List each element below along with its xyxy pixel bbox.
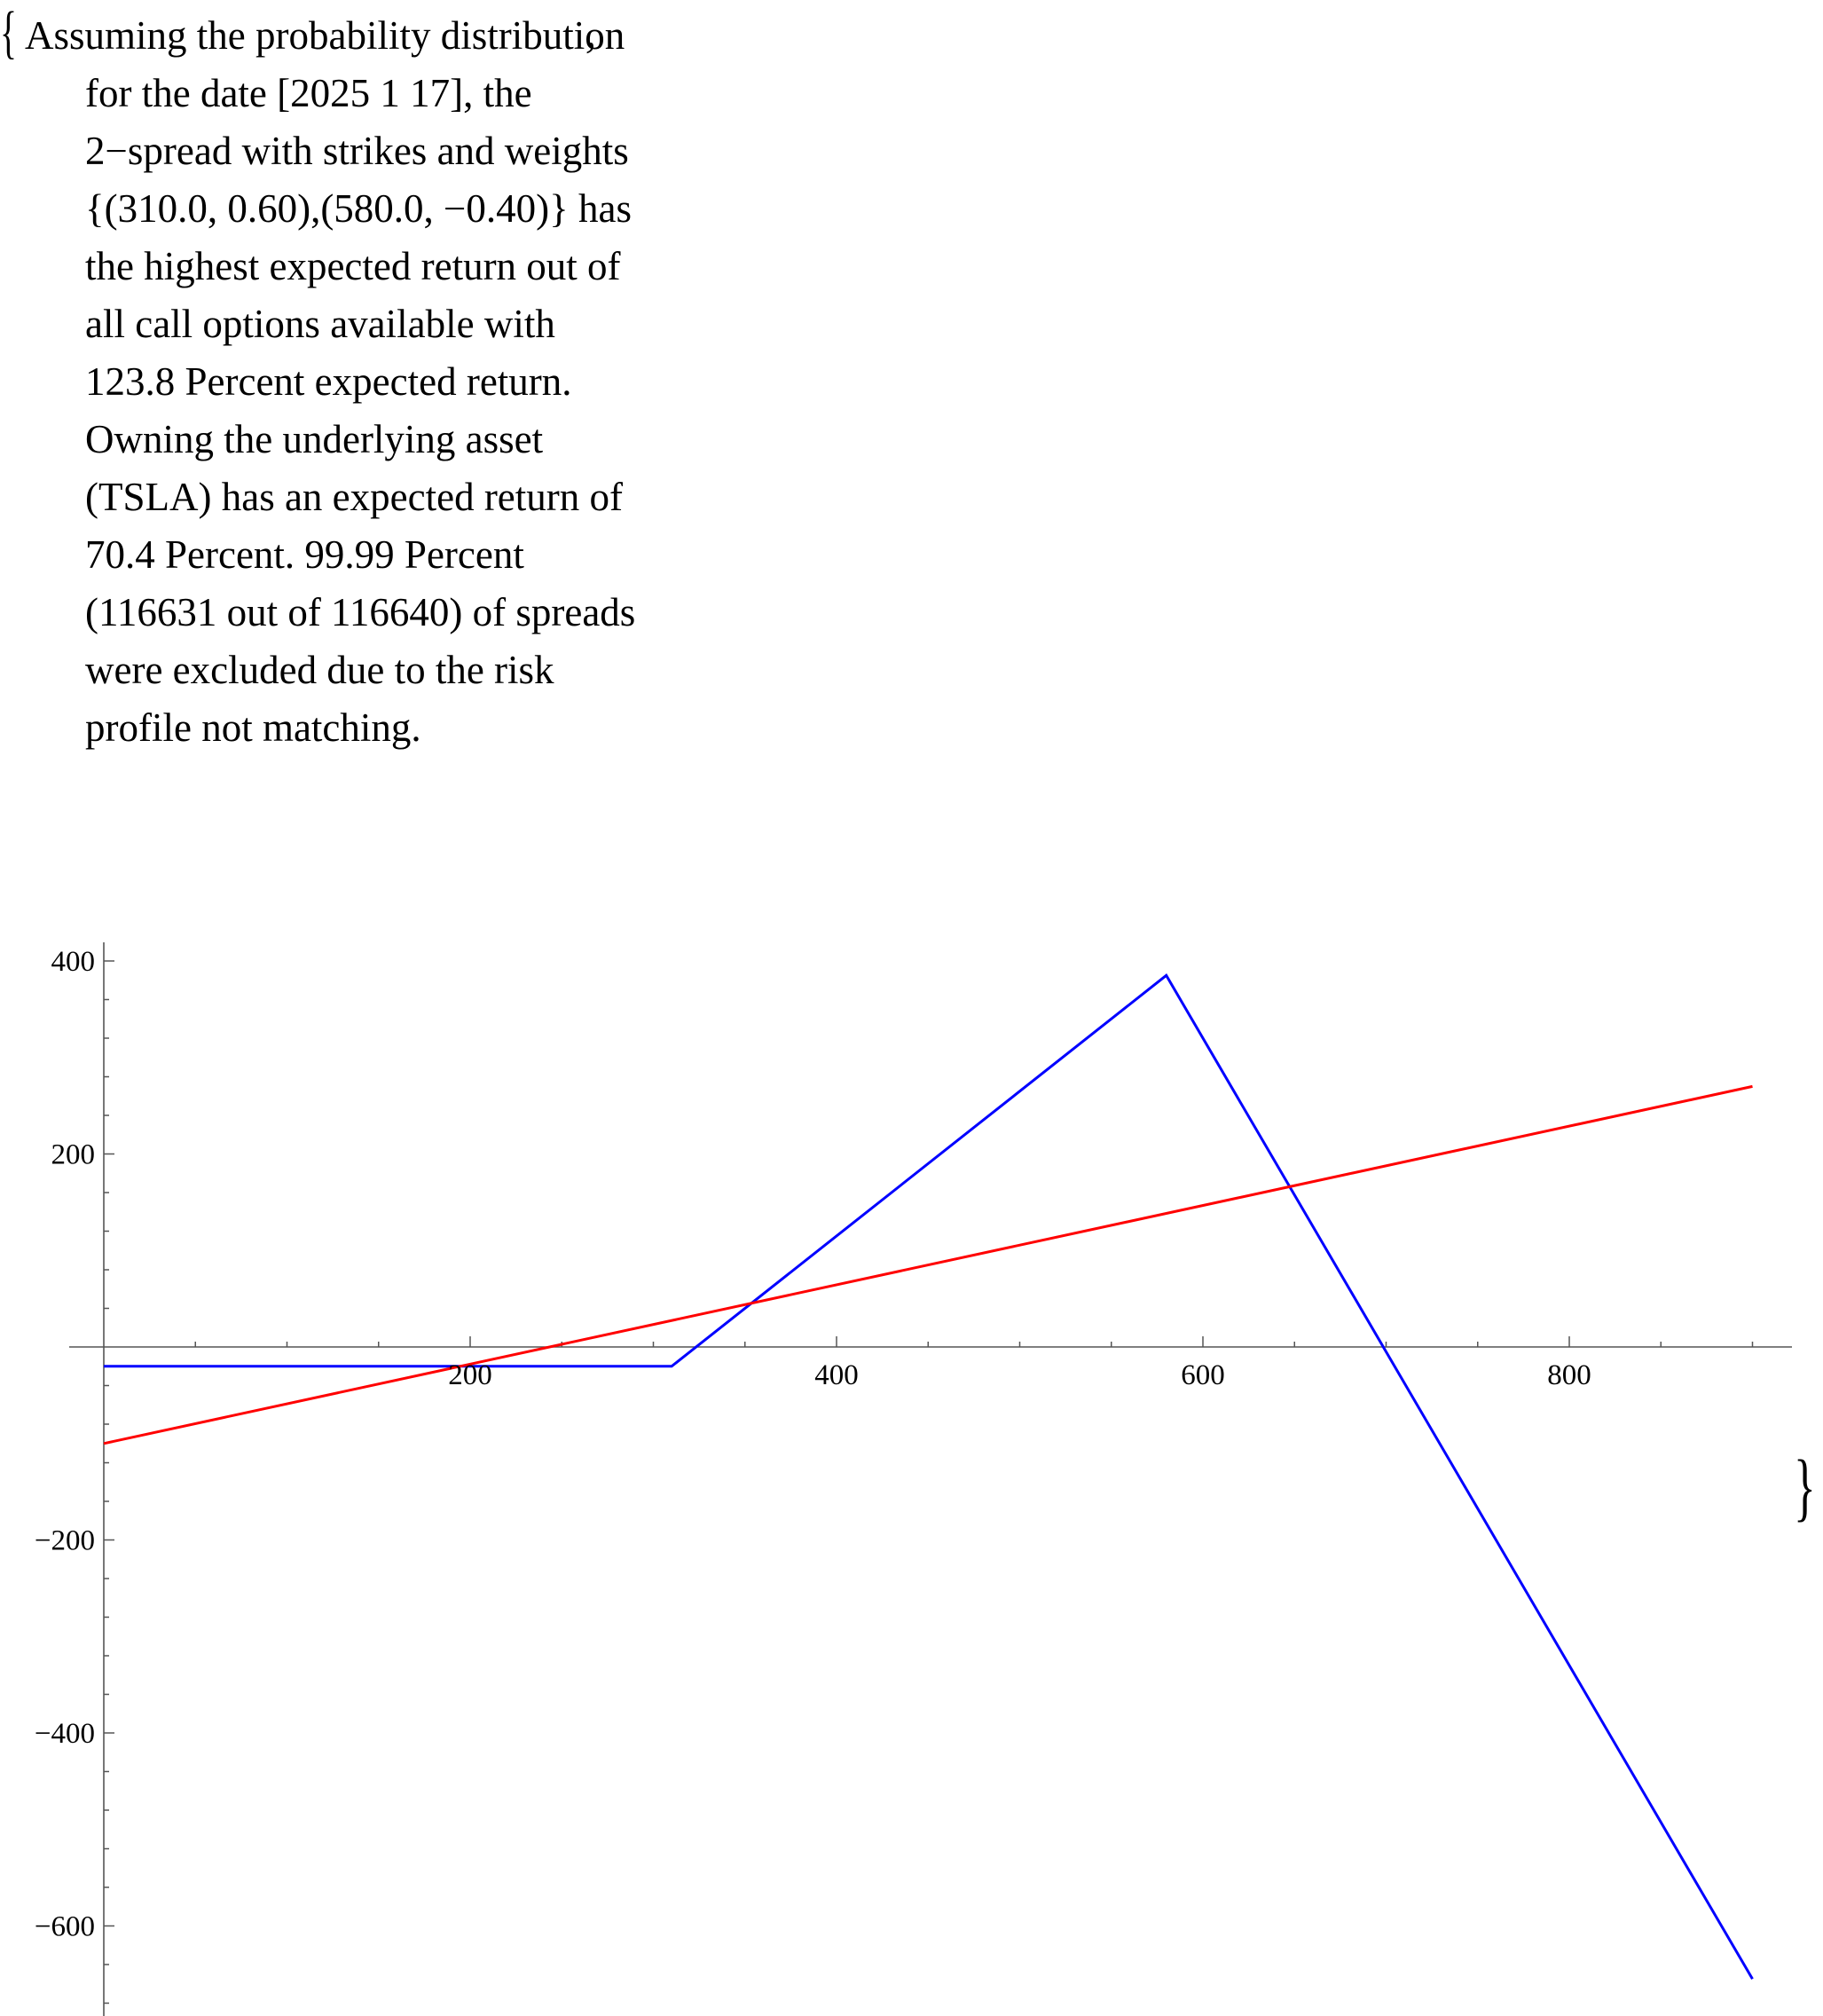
- close-brace: }: [1794, 1444, 1816, 1529]
- open-brace: {: [0, 0, 18, 65]
- y-tick-label: 200: [51, 1139, 96, 1171]
- series-lines: [103, 973, 1754, 1981]
- result-description: Assuming the probability distribution fo…: [25, 13, 646, 750]
- y-tick-label: −400: [35, 1718, 95, 1750]
- y-tick-label: −200: [35, 1525, 95, 1557]
- x-tick-label: 400: [814, 1359, 859, 1391]
- series-line-2: [103, 1084, 1753, 1445]
- x-tick-label: 800: [1547, 1359, 1591, 1391]
- series-line-1: [104, 973, 1754, 1981]
- y-tick-label: −600: [35, 1911, 95, 1943]
- x-tick-label: 200: [448, 1359, 492, 1391]
- list-separator: ,: [585, 10, 596, 57]
- x-tick-label: 600: [1181, 1359, 1225, 1391]
- tick-labels: 200 400 600 800 −600 −400 −200 200 400: [35, 946, 1591, 1943]
- y-tick-label: 400: [51, 946, 96, 978]
- axes: [69, 942, 1792, 2016]
- payoff-chart: 200 400 600 800 −600 −400 −200 200 400: [35, 942, 1792, 2016]
